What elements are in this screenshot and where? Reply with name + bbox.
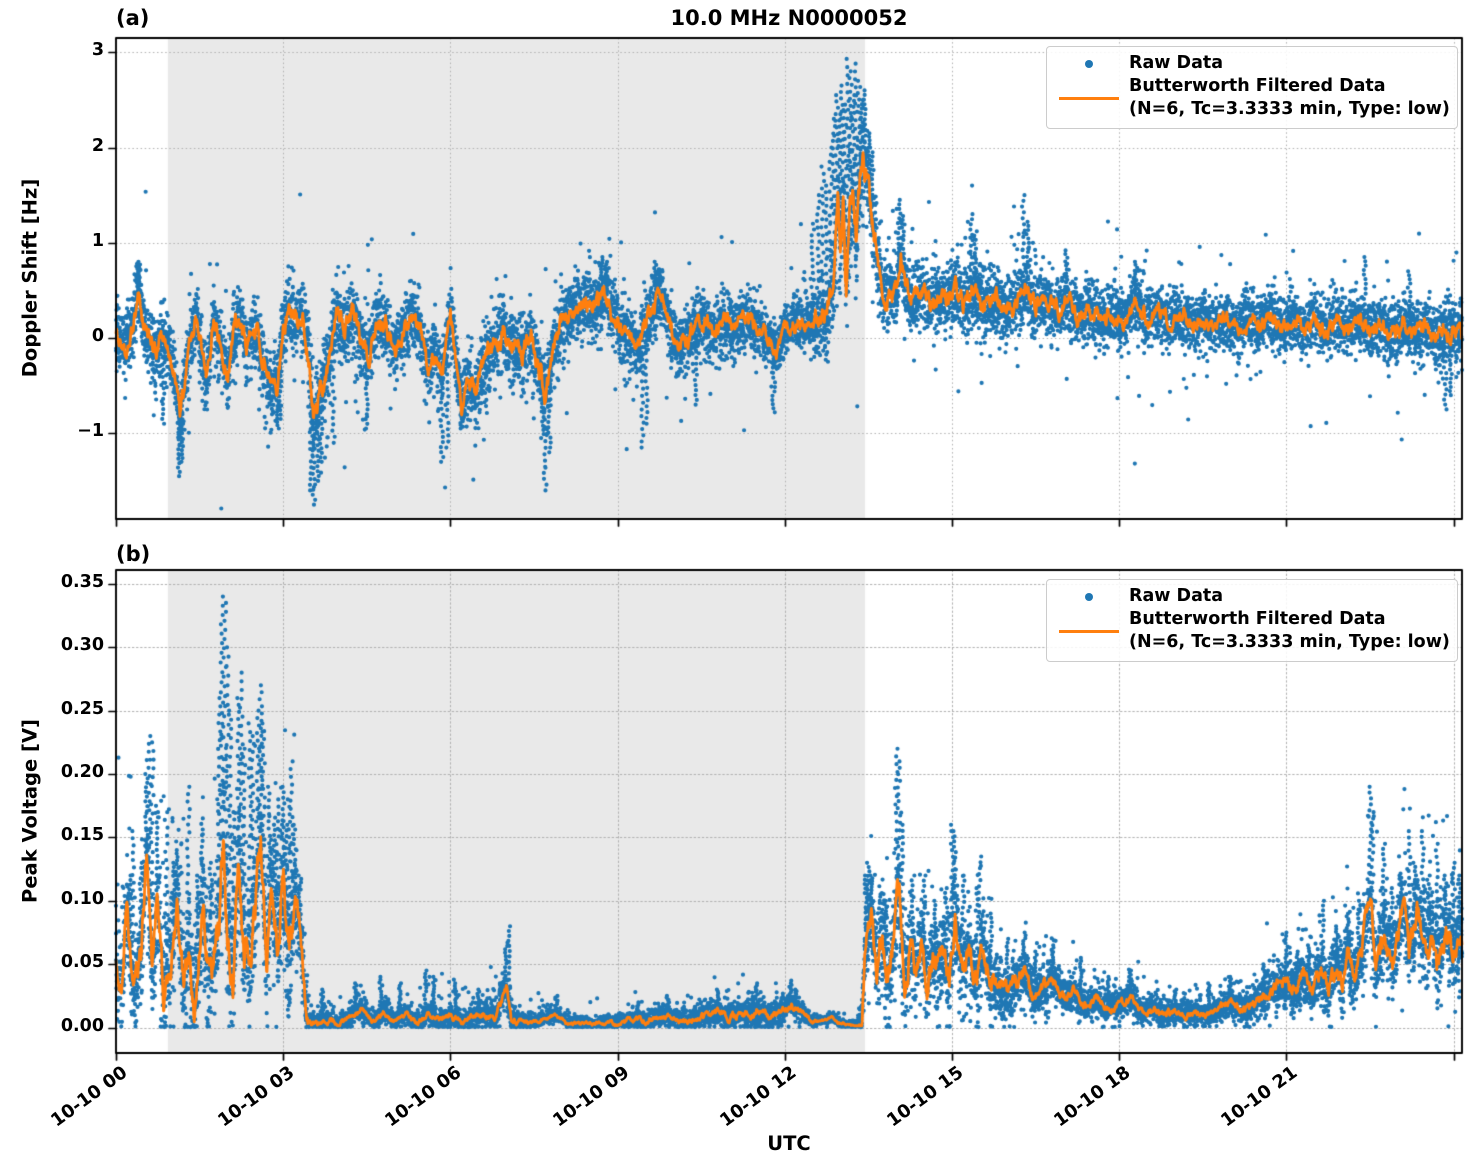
legend-row-filtered: Butterworth Filtered Data (N=6, Tc=3.333… [1049, 608, 1451, 654]
legend-filtered-label-line1: Butterworth Filtered Data [1129, 609, 1386, 630]
raw-marker-cell [1049, 59, 1129, 68]
y-tick-label-b: 0.15 [60, 825, 104, 846]
filtered-line-icon [1059, 629, 1119, 633]
y-tick-label-a: −1 [77, 421, 104, 442]
x-axis-label: UTC [767, 1132, 811, 1155]
legend-panel-a: Raw Data Butterworth Filtered Data (N=6,… [1046, 46, 1458, 130]
raw-data-dot-icon [1085, 59, 1093, 68]
panel-b-ylabel: Peak Voltage [V] [18, 719, 42, 903]
y-tick-label-a: 2 [91, 135, 104, 156]
legend-filtered-label-line2: (N=6, Tc=3.3333 min, Type: low) [1129, 99, 1450, 120]
panel-b-label: (b) [116, 542, 151, 566]
y-tick-label-b: 0.00 [60, 1015, 104, 1036]
legend-filtered-label-line1: Butterworth Filtered Data [1129, 76, 1386, 97]
legend-row-filtered: Butterworth Filtered Data (N=6, Tc=3.333… [1049, 75, 1451, 121]
y-tick-label-b: 0.10 [60, 888, 104, 909]
y-tick-label-b: 0.05 [60, 952, 104, 973]
legend-raw-label: Raw Data [1129, 586, 1224, 606]
filtered-marker-cell [1049, 629, 1129, 633]
legend-filtered-label-line2: (N=6, Tc=3.3333 min, Type: low) [1129, 632, 1450, 653]
y-tick-label-a: 3 [91, 40, 104, 61]
y-tick-label-a: 0 [91, 326, 104, 347]
filtered-line-icon [1059, 96, 1119, 100]
panel-a-ylabel: Doppler Shift [Hz] [18, 178, 42, 378]
raw-marker-cell [1049, 592, 1129, 601]
y-tick-label-b: 0.25 [60, 698, 104, 719]
legend-filtered-label: Butterworth Filtered Data (N=6, Tc=3.333… [1129, 608, 1450, 654]
legend-row-raw: Raw Data [1049, 52, 1451, 75]
y-tick-label-b: 0.35 [60, 571, 104, 592]
legend-row-raw: Raw Data [1049, 585, 1451, 608]
legend-panel-b: Raw Data Butterworth Filtered Data (N=6,… [1046, 579, 1458, 663]
raw-data-dot-icon [1085, 592, 1093, 601]
legend-filtered-label: Butterworth Filtered Data (N=6, Tc=3.333… [1129, 75, 1450, 121]
panel-a-label: (a) [116, 6, 150, 30]
figure-title: 10.0 MHz N0000052 [670, 6, 908, 30]
filtered-marker-cell [1049, 96, 1129, 100]
y-tick-label-a: 1 [91, 230, 104, 251]
y-tick-label-b: 0.30 [60, 635, 104, 656]
legend-raw-label: Raw Data [1129, 53, 1224, 73]
y-tick-label-b: 0.20 [60, 762, 104, 783]
